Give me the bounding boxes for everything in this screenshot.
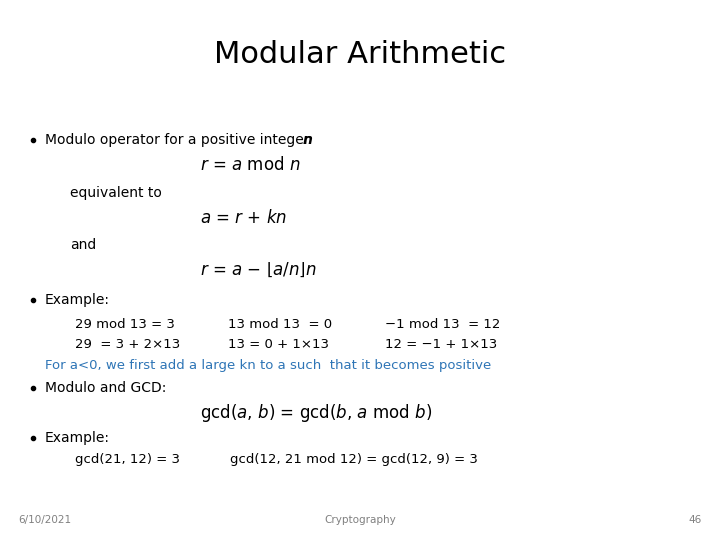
Text: Modulo operator for a positive integer: Modulo operator for a positive integer bbox=[45, 133, 314, 147]
Text: 29 mod 13 = 3: 29 mod 13 = 3 bbox=[75, 319, 175, 332]
Text: $\boldsymbol{\mathit{a}}$ = $\boldsymbol{\mathit{r}}$ + $\boldsymbol{\mathit{kn}: $\boldsymbol{\mathit{a}}$ = $\boldsymbol… bbox=[200, 209, 287, 227]
Text: For a<0, we first add a large kn to a such  that it becomes positive: For a<0, we first add a large kn to a su… bbox=[45, 359, 491, 372]
Text: 13 mod 13  = 0: 13 mod 13 = 0 bbox=[228, 319, 332, 332]
Text: 29  = 3 + 2×13: 29 = 3 + 2×13 bbox=[75, 339, 180, 352]
Text: gcd(12, 21 mod 12) = gcd(12, 9) = 3: gcd(12, 21 mod 12) = gcd(12, 9) = 3 bbox=[230, 454, 478, 467]
Text: $\boldsymbol{\mathit{r}}$ = $\boldsymbol{\mathit{a}}$ mod $\boldsymbol{\mathit{n: $\boldsymbol{\mathit{r}}$ = $\boldsymbol… bbox=[200, 156, 300, 174]
Text: gcd($\boldsymbol{\mathit{a}}$, $\boldsymbol{\mathit{b}}$) = gcd($\boldsymbol{\ma: gcd($\boldsymbol{\mathit{a}}$, $\boldsym… bbox=[200, 402, 432, 424]
Text: equivalent to: equivalent to bbox=[70, 186, 162, 200]
Text: 6/10/2021: 6/10/2021 bbox=[18, 515, 71, 525]
Text: Example:: Example: bbox=[45, 293, 110, 307]
Text: $\boldsymbol{\mathit{r}}$ = $\boldsymbol{\mathit{a}}$ $-$ $\lfloor\boldsymbol{\m: $\boldsymbol{\mathit{r}}$ = $\boldsymbol… bbox=[200, 261, 317, 279]
Text: $\boldsymbol{n}$: $\boldsymbol{n}$ bbox=[302, 133, 313, 147]
Text: and: and bbox=[70, 238, 96, 252]
Text: 13 = 0 + 1×13: 13 = 0 + 1×13 bbox=[228, 339, 329, 352]
Text: gcd(21, 12) = 3: gcd(21, 12) = 3 bbox=[75, 454, 180, 467]
Text: Example:: Example: bbox=[45, 431, 110, 445]
Text: Modular Arithmetic: Modular Arithmetic bbox=[214, 40, 506, 69]
Text: 46: 46 bbox=[689, 515, 702, 525]
Text: −1 mod 13  = 12: −1 mod 13 = 12 bbox=[385, 319, 500, 332]
Text: Cryptography: Cryptography bbox=[324, 515, 396, 525]
Text: Modulo and GCD:: Modulo and GCD: bbox=[45, 381, 166, 395]
Text: 12 = −1 + 1×13: 12 = −1 + 1×13 bbox=[385, 339, 498, 352]
